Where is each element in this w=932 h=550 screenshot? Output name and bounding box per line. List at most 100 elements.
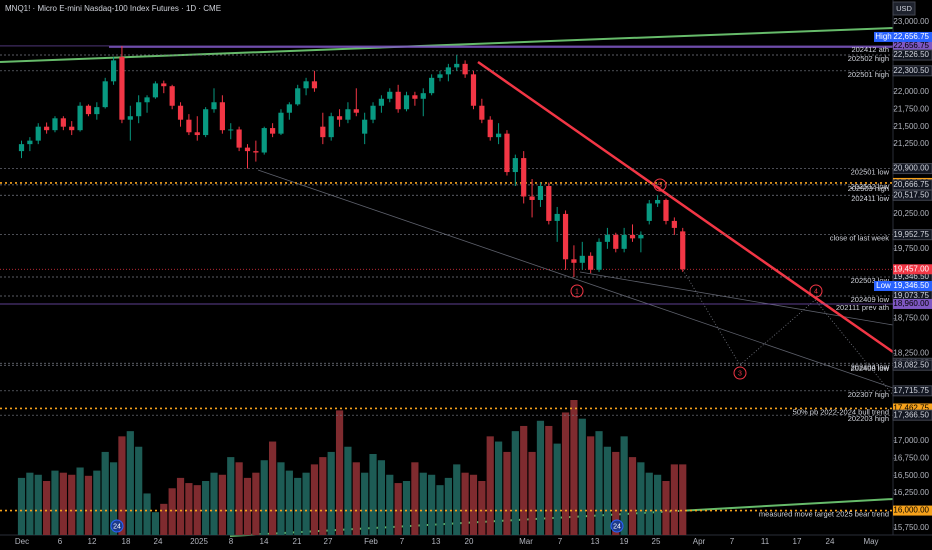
candle-body <box>328 116 334 138</box>
marker-tag-box <box>874 31 893 42</box>
candle-body <box>546 186 552 221</box>
candle-body <box>671 220 677 228</box>
x-tick-label: 2025 <box>190 537 208 546</box>
level-name: 202501 low <box>851 168 890 177</box>
candle-body <box>454 63 460 68</box>
price-box <box>892 385 932 397</box>
level-name: 202111 prev ath <box>836 303 889 312</box>
volume-bar <box>670 464 678 535</box>
candle-body <box>244 147 251 152</box>
level-name: 50% pb 2022-2024 bull trend <box>793 407 889 416</box>
candle-body <box>596 241 602 270</box>
x-tick-label: Feb <box>364 537 378 546</box>
x-tick-label: 11 <box>761 537 770 546</box>
candle-body <box>228 129 234 131</box>
candle-body <box>320 126 326 138</box>
price-box <box>892 163 932 175</box>
annotation-circle <box>653 178 667 192</box>
volume-bar <box>536 420 545 535</box>
volume-bar <box>553 443 561 535</box>
price-box-label: 18,960.00 <box>893 299 929 308</box>
x-tick-label: 13 <box>591 537 600 546</box>
y-tick-label: 19,750.00 <box>893 244 929 253</box>
candle-body <box>35 126 41 141</box>
price-box <box>893 40 932 51</box>
price-box-label: 22,526.50 <box>893 50 929 59</box>
volume-bar <box>243 477 252 535</box>
channel-line <box>579 271 894 326</box>
volume-bar <box>135 446 143 535</box>
volume-bar <box>595 431 603 535</box>
candle-body <box>537 186 544 200</box>
x-tick-label: 17 <box>793 537 802 546</box>
candle-body <box>529 196 535 200</box>
y-tick-label: 21,500.00 <box>893 122 929 131</box>
volume-bar <box>285 470 293 535</box>
price-box <box>893 280 932 291</box>
volume-bar <box>486 436 494 535</box>
volume-bar <box>84 475 93 535</box>
price-box <box>892 229 932 241</box>
volume-bar <box>377 460 386 535</box>
candle-body <box>579 255 585 263</box>
x-tick-label: 20 <box>465 537 474 546</box>
annotation: 1 <box>575 288 579 295</box>
channel-line <box>257 169 894 389</box>
candle-body <box>110 60 117 82</box>
volume-bar <box>335 410 344 535</box>
x-tick-label: Dec <box>15 537 29 546</box>
volume-bar <box>570 400 578 535</box>
candle-body <box>495 133 502 138</box>
level-name: 202307 high <box>848 390 889 399</box>
candle-body <box>462 63 468 75</box>
candle-body <box>437 74 443 78</box>
price-box <box>892 359 932 371</box>
candle-body <box>521 158 527 197</box>
volume-bar <box>628 457 637 535</box>
candle-body <box>270 128 276 134</box>
candle-body <box>487 119 493 138</box>
volume-bar <box>202 481 210 535</box>
y-tick-label: 21,750.00 <box>893 104 929 113</box>
candle-body <box>512 158 518 173</box>
candle-body <box>303 81 309 89</box>
price-box-label: 17,366.50 <box>893 410 929 419</box>
volume-bar <box>51 470 59 535</box>
candle-body <box>345 109 351 120</box>
annotation: 5 <box>658 182 662 189</box>
price-box <box>892 189 932 201</box>
candle-body <box>177 105 184 120</box>
volume-bar <box>260 460 268 535</box>
x-tick-label: May <box>863 537 878 546</box>
level-name: 202409 low <box>851 295 890 304</box>
volume-bar <box>126 431 134 535</box>
price-box-label: 17,715.75 <box>893 386 929 395</box>
volume-bar <box>520 425 528 535</box>
x-tick-label: 12 <box>88 537 97 546</box>
volume-bar <box>68 474 76 535</box>
candle-body <box>60 118 66 127</box>
candle-body <box>186 119 192 133</box>
volume-bar <box>344 446 352 535</box>
candle-body <box>102 81 108 108</box>
volume-bar <box>43 481 51 535</box>
price-box <box>893 505 932 516</box>
volume-bar <box>461 472 469 535</box>
marker-tag: High <box>875 32 891 41</box>
candle-body <box>470 74 477 106</box>
candle-body <box>663 199 669 221</box>
volume-bar <box>528 451 536 535</box>
candle-body <box>629 234 636 239</box>
candle-body <box>44 126 50 131</box>
candle-body <box>236 129 242 148</box>
candle-body <box>77 105 83 131</box>
candle-body <box>680 231 686 270</box>
price-box <box>892 65 932 77</box>
volume-bar <box>662 481 670 535</box>
projection-path <box>682 269 894 396</box>
volume-bar <box>386 474 394 535</box>
price-box-label: 18,082.50 <box>893 360 929 369</box>
candle-body <box>152 83 159 98</box>
x-tick-label: 19 <box>620 537 629 546</box>
